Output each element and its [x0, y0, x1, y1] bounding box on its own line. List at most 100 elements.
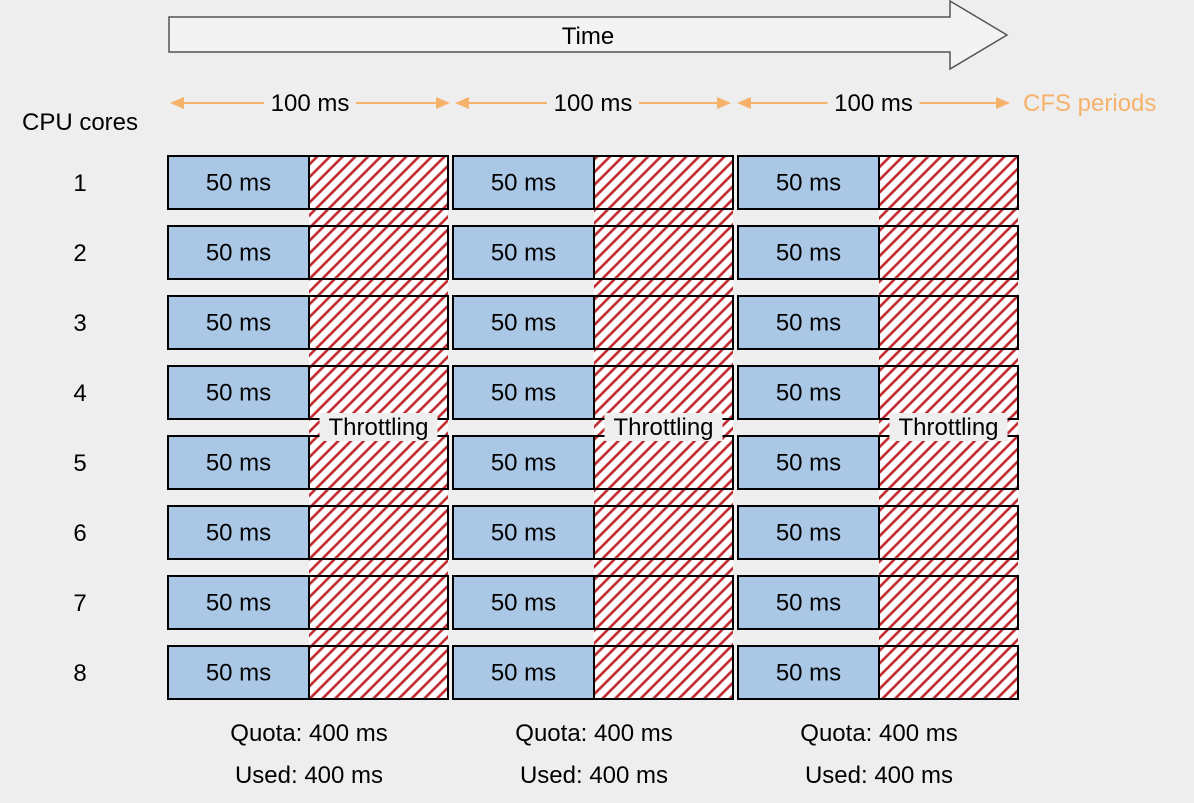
arrow-head-left: [737, 97, 751, 109]
time-arrow-shape: [168, 0, 1009, 71]
core-period-cell: 50 ms: [737, 435, 1019, 490]
used-time-label: 50 ms: [776, 450, 841, 477]
used-time-label: 50 ms: [206, 240, 271, 267]
used-time-label: 50 ms: [491, 450, 556, 477]
throttled-time-block: [308, 155, 449, 210]
core-period-cell: 50 ms: [167, 435, 449, 490]
period-summary: Quota: 400 ms Used: 400 ms: [515, 720, 672, 789]
cfs-periods-label: CFS periods: [1023, 90, 1156, 117]
used-time-block: [737, 365, 880, 420]
throttled-time-block: [878, 505, 1019, 560]
throttled-time-block: [593, 575, 734, 630]
used-time-label: 50 ms: [491, 310, 556, 337]
period-length-label: 100 ms: [554, 90, 633, 117]
used-time-label: 50 ms: [776, 380, 841, 407]
used-time-label: 50 ms: [206, 520, 271, 547]
period-summaries: Quota: 400 ms Used: 400 ms Quota: 400 ms Us…: [230, 720, 957, 789]
core-number: 2: [73, 240, 86, 267]
used-time-block: [452, 295, 595, 350]
throttled-time-block: [593, 295, 734, 350]
used-time-block: [167, 225, 310, 280]
core-number: 4: [73, 380, 86, 407]
used-time-block: [167, 155, 310, 210]
used-time-block: [452, 155, 595, 210]
throttling-label: Throttling: [898, 414, 998, 441]
used-time-label: 50 ms: [776, 660, 841, 687]
throttled-time-block: [878, 575, 1019, 630]
throttled-time-block: [878, 295, 1019, 350]
throttling-label-group: Throttling: [889, 413, 1008, 441]
used-label: Used: 400 ms: [520, 762, 668, 789]
throttled-time-block: [878, 645, 1019, 700]
arrow-head-right: [436, 97, 450, 109]
core-period-cell: 50 ms: [167, 645, 449, 700]
core-period-cell: 50 ms: [737, 295, 1019, 350]
used-time-block: [167, 435, 310, 490]
core-period-cell: 50 ms: [452, 505, 734, 560]
core-period-cell: 50 ms: [167, 295, 449, 350]
used-time-label: 50 ms: [491, 590, 556, 617]
period-summary: Quota: 400 ms Used: 400 ms: [230, 720, 387, 789]
used-time-label: 50 ms: [491, 170, 556, 197]
used-time-label: 50 ms: [206, 380, 271, 407]
core-period-cell: 50 ms: [452, 155, 734, 210]
used-time-block: [167, 365, 310, 420]
throttling-label: Throttling: [328, 414, 428, 441]
used-time-label: 50 ms: [206, 310, 271, 337]
throttling-label-bg: [319, 413, 438, 441]
used-time-label: 50 ms: [206, 450, 271, 477]
arrow-head-left: [170, 97, 184, 109]
throttled-time-block: [593, 155, 734, 210]
used-time-block: [452, 365, 595, 420]
core-period-cell: 50 ms: [167, 505, 449, 560]
throttled-time-block: [878, 155, 1019, 210]
period-arrow: 100 ms: [455, 90, 731, 117]
core-number: 6: [73, 520, 86, 547]
period-length-label: 100 ms: [834, 90, 913, 117]
used-time-label: 50 ms: [491, 240, 556, 267]
period-summary: Quota: 400 ms Used: 400 ms: [800, 720, 957, 789]
throttled-time-block: [878, 225, 1019, 280]
used-time-label: 50 ms: [776, 590, 841, 617]
core-period-cell: 50 ms: [452, 575, 734, 630]
throttled-time-block: [308, 645, 449, 700]
throttling-label-group: Throttling: [604, 413, 723, 441]
used-time-block: [452, 645, 595, 700]
core-period-cell: 50 ms: [452, 225, 734, 280]
throttled-time-block: [593, 505, 734, 560]
core-labels: 1 2 3 4 5 6 7 8: [73, 170, 86, 687]
used-time-label: 50 ms: [491, 380, 556, 407]
used-time-block: [737, 155, 880, 210]
used-label: Used: 400 ms: [235, 762, 383, 789]
core-period-cell: 50 ms: [737, 645, 1019, 700]
used-time-label: 50 ms: [776, 310, 841, 337]
used-time-block: [167, 645, 310, 700]
core-period-cell: 50 ms: [167, 575, 449, 630]
throttling-label-group: Throttling: [319, 413, 438, 441]
used-time-label: 50 ms: [776, 240, 841, 267]
period-arrow: 100 ms: [737, 90, 1010, 117]
used-label: Used: 400 ms: [805, 762, 953, 789]
core-period-cell: 50 ms: [452, 365, 734, 420]
throttled-time-block: [308, 505, 449, 560]
used-time-label: 50 ms: [491, 660, 556, 687]
quota-label: Quota: 400 ms: [800, 720, 957, 747]
used-time-label: 50 ms: [776, 170, 841, 197]
throttled-time-block: [308, 295, 449, 350]
core-period-cell: 50 ms: [167, 225, 449, 280]
arrow-head-right: [996, 97, 1010, 109]
quota-label: Quota: 400 ms: [515, 720, 672, 747]
core-period-cell: 50 ms: [737, 155, 1019, 210]
used-time-block: [737, 295, 880, 350]
time-label: Time: [562, 23, 614, 50]
core-number: 8: [73, 660, 86, 687]
core-number: 7: [73, 590, 86, 617]
period-arrow: 100 ms: [170, 90, 450, 117]
core-period-cell: 50 ms: [737, 575, 1019, 630]
used-time-block: [452, 225, 595, 280]
throttling-label-bg: [889, 413, 1008, 441]
core-period-cell: 50 ms: [737, 225, 1019, 280]
core-number: 1: [73, 170, 86, 197]
used-time-block: [737, 225, 880, 280]
period-arrows: 100 ms 100 ms 100 ms: [170, 90, 1010, 117]
